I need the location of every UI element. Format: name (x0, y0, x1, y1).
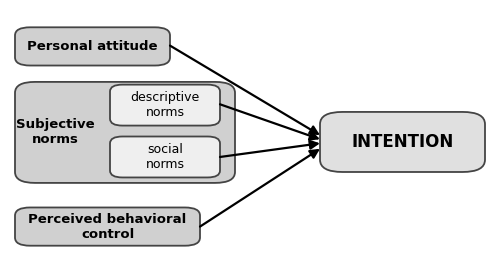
FancyBboxPatch shape (15, 27, 170, 66)
FancyBboxPatch shape (15, 207, 200, 246)
Text: Personal attitude: Personal attitude (27, 40, 158, 53)
Text: descriptive
norms: descriptive norms (130, 91, 200, 119)
FancyBboxPatch shape (110, 136, 220, 177)
Text: social
norms: social norms (146, 143, 184, 171)
FancyBboxPatch shape (15, 82, 235, 183)
FancyBboxPatch shape (110, 85, 220, 126)
Text: Perceived behavioral
control: Perceived behavioral control (28, 213, 186, 241)
Text: Subjective
norms: Subjective norms (16, 118, 94, 146)
Text: INTENTION: INTENTION (352, 133, 454, 151)
FancyBboxPatch shape (320, 112, 485, 172)
